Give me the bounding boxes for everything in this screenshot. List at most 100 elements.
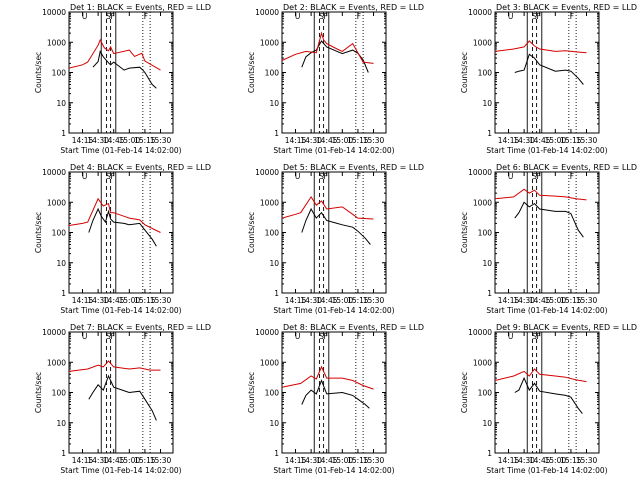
x-tick-label: 14:45 bbox=[529, 136, 551, 145]
panel-title: Det 8: BLACK = Events, RED = LLD bbox=[283, 323, 424, 332]
y-tick-label: 100 bbox=[52, 69, 67, 78]
y-tick-label: 1 bbox=[487, 129, 492, 138]
panel-det-4: Det 4: BLACK = Events, RED = LLD 1 10 100 10… bbox=[34, 163, 211, 315]
y-tick-label: 100 bbox=[265, 389, 280, 398]
series-lld-line bbox=[68, 38, 161, 71]
y-tick-label: 100 bbox=[478, 229, 493, 238]
series-events-line bbox=[88, 374, 157, 421]
event-marker-label: F bbox=[324, 172, 328, 181]
y-tick-label: 1 bbox=[274, 289, 279, 298]
x-tick-label: 15:00 bbox=[545, 296, 567, 305]
series-lld-line bbox=[68, 360, 161, 372]
x-axis-label: Start Time (01-Feb-14 14:02:00) bbox=[273, 146, 394, 155]
plot-frame bbox=[281, 331, 387, 454]
panel-title: Det 6: BLACK = Events, RED = LLD bbox=[496, 163, 637, 172]
y-tick-label: 1000 bbox=[47, 358, 66, 367]
x-tick-label: 14:45 bbox=[103, 296, 125, 305]
event-marker-label: S bbox=[532, 12, 537, 21]
y-tick-label: 10 bbox=[56, 259, 66, 268]
event-marker-label: F bbox=[570, 172, 574, 181]
event-marker-label: F bbox=[111, 12, 115, 21]
event-marker-label: S bbox=[106, 12, 111, 21]
x-tick-label: 15:30 bbox=[150, 296, 172, 305]
x-tick-label: 14:15 bbox=[498, 456, 520, 465]
x-tick-label: 15:15 bbox=[134, 136, 156, 145]
event-marker-label: F bbox=[144, 12, 148, 21]
x-axis-label: Start Time (01-Feb-14 14:02:00) bbox=[273, 466, 394, 475]
y-tick-label: 10000 bbox=[255, 328, 279, 337]
x-tick-label: 15:00 bbox=[119, 136, 141, 145]
x-axis-label: Start Time (01-Feb-14 14:02:00) bbox=[60, 146, 181, 155]
y-tick-label: 1 bbox=[61, 129, 66, 138]
x-tick-label: 14:45 bbox=[529, 296, 551, 305]
y-tick-label: 1 bbox=[274, 129, 279, 138]
y-tick-label: 10000 bbox=[42, 168, 66, 177]
x-tick-label: 15:15 bbox=[560, 456, 582, 465]
x-tick-label: 14:30 bbox=[300, 296, 322, 305]
event-marker-label: F bbox=[537, 12, 541, 21]
x-tick-label: 15:00 bbox=[332, 296, 354, 305]
series-lld-line bbox=[281, 195, 374, 220]
x-tick-label: 14:15 bbox=[72, 456, 94, 465]
panel-det-6: Det 6: BLACK = Events, RED = LLD 1 10 100 10… bbox=[460, 163, 637, 315]
y-axis-label: Counts/sec bbox=[460, 52, 469, 93]
event-marker-label: F bbox=[144, 332, 148, 341]
x-tick-label: 15:15 bbox=[560, 136, 582, 145]
x-tick-label: 15:30 bbox=[150, 136, 172, 145]
x-axis-label: Start Time (01-Feb-14 14:02:00) bbox=[273, 306, 394, 315]
y-axis-label: Counts/sec bbox=[247, 372, 256, 413]
y-tick-label: 10000 bbox=[468, 328, 492, 337]
event-marker-label: U bbox=[295, 12, 301, 21]
x-tick-label: 14:15 bbox=[285, 136, 307, 145]
series-lld-line bbox=[68, 197, 161, 233]
event-marker-label: U bbox=[508, 332, 514, 341]
y-tick-label: 1000 bbox=[260, 198, 279, 207]
series-lld-line bbox=[281, 31, 374, 64]
x-tick-label: 15:00 bbox=[545, 456, 567, 465]
event-marker-label: F bbox=[570, 12, 574, 21]
y-tick-label: 1 bbox=[61, 289, 66, 298]
panel-title: Det 9: BLACK = Events, RED = LLD bbox=[496, 323, 637, 332]
event-marker-label: F bbox=[357, 332, 361, 341]
y-axis-label: Counts/sec bbox=[34, 212, 43, 253]
y-tick-label: 1 bbox=[487, 289, 492, 298]
x-tick-label: 15:30 bbox=[363, 136, 385, 145]
event-marker-label: S bbox=[319, 172, 324, 181]
event-marker-label: F bbox=[357, 12, 361, 21]
event-marker-label: U bbox=[82, 172, 88, 181]
plot-frame bbox=[68, 11, 174, 134]
panel-det-8: Det 8: BLACK = Events, RED = LLD 1 10 100 10… bbox=[247, 323, 424, 475]
series-events-line bbox=[301, 40, 369, 73]
panel-title: Det 5: BLACK = Events, RED = LLD bbox=[283, 163, 424, 172]
y-axis-label: Counts/sec bbox=[460, 372, 469, 413]
series-events-line bbox=[301, 207, 371, 245]
panel-det-2: Det 2: BLACK = Events, RED = LLD 1 10 100 10… bbox=[247, 3, 424, 155]
y-tick-label: 10000 bbox=[255, 8, 279, 17]
plot-frame bbox=[281, 11, 387, 134]
event-marker-label: F bbox=[111, 172, 115, 181]
x-tick-label: 14:30 bbox=[513, 296, 535, 305]
y-axis-label: Counts/sec bbox=[247, 52, 256, 93]
x-tick-label: 15:00 bbox=[119, 456, 141, 465]
y-tick-label: 100 bbox=[52, 229, 67, 238]
event-marker-label: U bbox=[82, 332, 88, 341]
panel-title: Det 7: BLACK = Events, RED = LLD bbox=[70, 323, 211, 332]
panel-title: Det 2: BLACK = Events, RED = LLD bbox=[283, 3, 424, 12]
y-tick-label: 100 bbox=[52, 389, 67, 398]
x-tick-label: 14:45 bbox=[529, 456, 551, 465]
x-axis-label: Start Time (01-Feb-14 14:02:00) bbox=[486, 466, 607, 475]
series-lld-line bbox=[494, 188, 587, 201]
y-tick-label: 10 bbox=[269, 259, 279, 268]
panel-det-1: Det 1: BLACK = Events, RED = LLD 1 10 100 10… bbox=[34, 3, 211, 155]
y-tick-label: 10 bbox=[56, 99, 66, 108]
series-events-line bbox=[514, 53, 584, 85]
series-events-line bbox=[301, 379, 370, 409]
event-marker-label: F bbox=[144, 172, 148, 181]
series-lld-line bbox=[281, 365, 374, 390]
x-tick-label: 15:15 bbox=[347, 456, 369, 465]
event-marker-label: S bbox=[532, 332, 537, 341]
panel-det-7: Det 7: BLACK = Events, RED = LLD 1 10 100 10… bbox=[34, 323, 211, 475]
plot-frame bbox=[68, 331, 174, 454]
y-tick-label: 100 bbox=[265, 229, 280, 238]
